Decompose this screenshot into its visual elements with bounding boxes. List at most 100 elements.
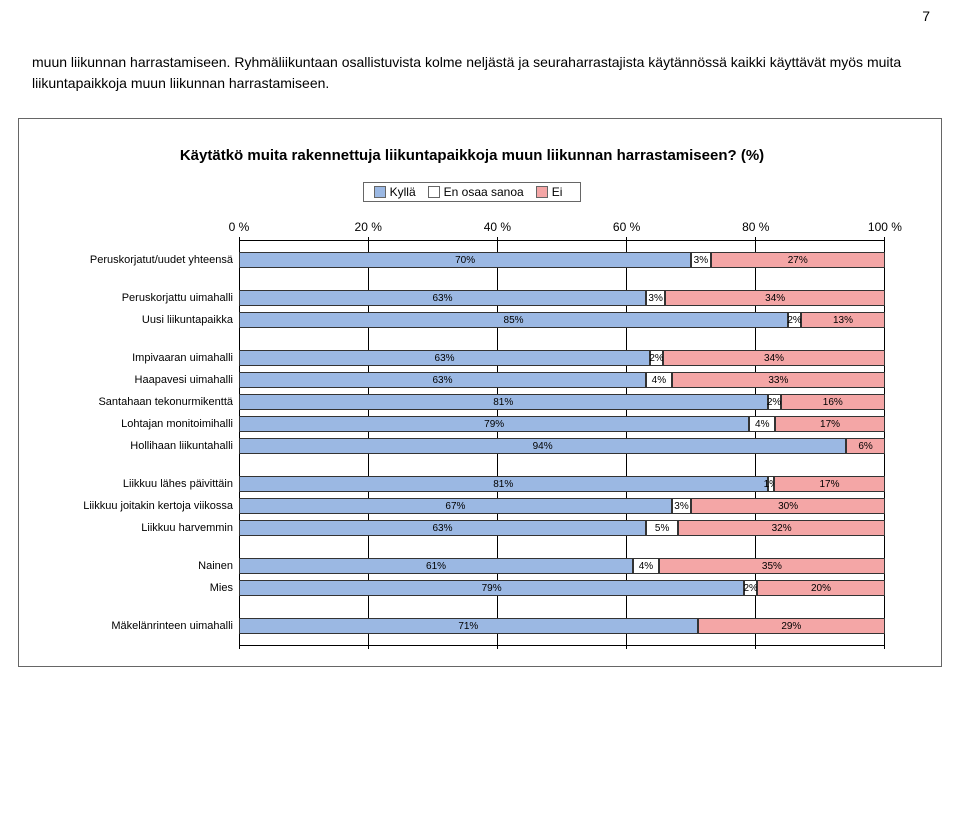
row-label: Mies [53,582,239,594]
bar-track: 63%5%32% [239,520,885,536]
bar-row: Haapavesi uimahalli63%4%33% [239,369,885,391]
row-label: Uusi liikuntapaikka [53,314,239,326]
bar-track: 63%2%34% [239,350,885,366]
chart-area: 0 %20 %40 %60 %80 %100 % Peruskorjatut/u… [239,220,885,646]
bar-segment: 4% [749,416,775,432]
row-label: Lohtajan monitoimihalli [53,418,239,430]
bar-row: Peruskorjatut/uudet yhteensä70%3%27% [239,249,885,271]
bar-segment: 32% [678,520,885,536]
bar-row: Liikkuu lähes päivittäin81%1%17% [239,473,885,495]
bar-row: Nainen61%4%35% [239,555,885,577]
bar-row: Uusi liikuntapaikka85%2%13% [239,309,885,331]
bar-segment: 67% [239,498,672,514]
axis-tick-label: 60 % [613,220,640,234]
bar-track: 81%2%16% [239,394,885,410]
legend-label: En osaa sanoa [444,185,524,199]
bar-track: 85%2%13% [239,312,885,328]
bar-group: Nainen61%4%35%Mies79%2%20% [239,547,885,607]
bar-segment: 3% [672,498,691,514]
row-label: Mäkelänrinteen uimahalli [53,620,239,632]
bar-segment: 29% [698,618,885,634]
bar-segment: 81% [239,394,768,410]
bar-segment: 30% [691,498,885,514]
bar-segment: 63% [239,290,646,306]
legend-swatch [428,186,440,198]
bar-row: Mies79%2%20% [239,577,885,599]
chart-title: Käytätkö muita rakennettuja liikuntapaik… [59,147,885,164]
bar-track: 71%29% [239,618,885,634]
bar-group: Peruskorjatut/uudet yhteensä70%3%27% [239,241,885,279]
bar-row: Peruskorjattu uimahalli63%3%34% [239,287,885,309]
bar-segment: 16% [781,394,885,410]
row-label: Peruskorjatut/uudet yhteensä [53,254,239,266]
row-label: Haapavesi uimahalli [53,374,239,386]
bar-segment: 2% [788,312,801,328]
bar-track: 79%2%20% [239,580,885,596]
bar-segment: 17% [775,416,885,432]
row-label: Liikkuu joitakin kertoja viikossa [53,500,239,512]
chart-frame: Käytätkö muita rakennettuja liikuntapaik… [18,118,942,667]
bar-segment: 27% [711,252,885,268]
bar-segment: 70% [239,252,691,268]
intro-text: muun liikunnan harrastamiseen. Ryhmäliik… [0,24,960,118]
bar-row: Liikkuu harvemmin63%5%32% [239,517,885,539]
bar-row: Mäkelänrinteen uimahalli71%29% [239,615,885,637]
bar-segment: 63% [239,350,650,366]
bar-segment: 4% [633,558,659,574]
bar-segment: 94% [239,438,846,454]
bar-segment: 2% [768,394,781,410]
bar-segment: 4% [646,372,672,388]
bar-segment: 3% [646,290,665,306]
page-number: 7 [0,0,960,24]
bar-row: Lohtajan monitoimihalli79%4%17% [239,413,885,435]
bar-track: 63%4%33% [239,372,885,388]
bar-segment: 81% [239,476,768,492]
bar-row: Hollihaan liikuntahalli94%6% [239,435,885,457]
bar-group: Peruskorjattu uimahalli63%3%34%Uusi liik… [239,279,885,339]
legend: Kyllä En osaa sanoa Ei [363,182,582,202]
bar-segment: 2% [650,350,663,366]
bar-track: 79%4%17% [239,416,885,432]
legend-label: Kyllä [390,185,416,199]
legend-swatch [536,186,548,198]
bar-segment: 61% [239,558,633,574]
legend-swatch [374,186,386,198]
bar-segment: 63% [239,520,646,536]
bar-row: Santahaan tekonurmikenttä81%2%16% [239,391,885,413]
row-label: Nainen [53,560,239,572]
bar-track: 61%4%35% [239,558,885,574]
row-label: Santahaan tekonurmikenttä [53,396,239,408]
bar-segment: 3% [691,252,710,268]
bar-track: 63%3%34% [239,290,885,306]
bar-segment: 85% [239,312,788,328]
bar-track: 94%6% [239,438,885,454]
bar-segment: 79% [239,580,744,596]
bar-track: 67%3%30% [239,498,885,514]
bar-segment: 6% [846,438,885,454]
bar-track: 81%1%17% [239,476,885,492]
row-label: Impivaaran uimahalli [53,352,239,364]
bar-group: Impivaaran uimahalli63%2%34%Haapavesi ui… [239,339,885,465]
bar-track: 70%3%27% [239,252,885,268]
bar-row: Impivaaran uimahalli63%2%34% [239,347,885,369]
row-label: Liikkuu harvemmin [53,522,239,534]
bar-segment: 63% [239,372,646,388]
axis-tick-label: 80 % [742,220,769,234]
bar-segment: 79% [239,416,749,432]
axis-labels: 0 %20 %40 %60 %80 %100 % [239,220,885,234]
axis-tick-label: 100 % [868,220,902,234]
axis-tick-label: 0 % [229,220,250,234]
bar-segment: 33% [672,372,885,388]
bar-segment: 13% [801,312,885,328]
legend-label: Ei [552,185,563,199]
bar-segment: 34% [665,290,885,306]
bar-segment: 20% [757,580,885,596]
bar-group: Liikkuu lähes päivittäin81%1%17%Liikkuu … [239,465,885,547]
row-label: Hollihaan liikuntahalli [53,440,239,452]
axis-tick-label: 20 % [355,220,382,234]
bar-row: Liikkuu joitakin kertoja viikossa67%3%30… [239,495,885,517]
bar-segment: 35% [659,558,885,574]
axis-tick-label: 40 % [484,220,511,234]
plot: Peruskorjatut/uudet yhteensä70%3%27% Peru… [239,240,885,646]
bar-group: Mäkelänrinteen uimahalli71%29% [239,607,885,645]
